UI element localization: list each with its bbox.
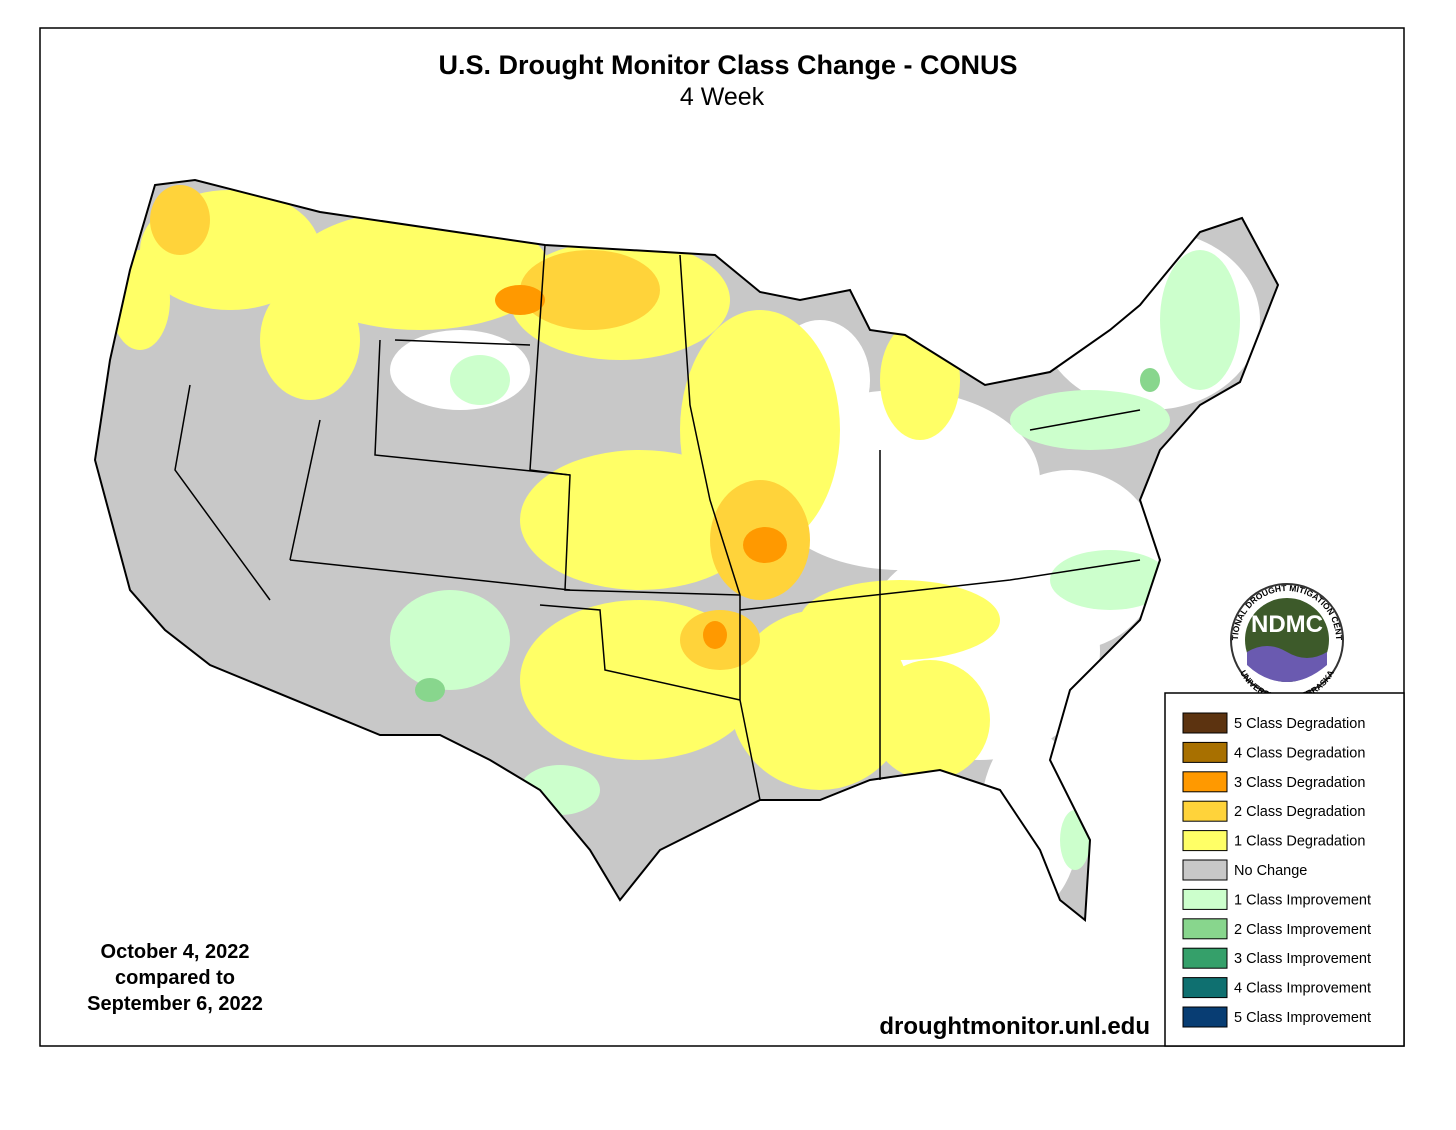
improvement-2-areas: [415, 368, 1160, 702]
legend-swatch: [1182, 771, 1228, 793]
legend-swatch: [1182, 1006, 1228, 1028]
legend-swatch: [1182, 830, 1228, 852]
legend: 5 Class Degradation 4 Class Degradation 3 …: [1182, 712, 1371, 1028]
logo-abbr: NDMC: [1251, 611, 1323, 638]
logo-water: [1247, 646, 1327, 682]
legend-label: No Change: [1234, 863, 1307, 879]
date-line: compared to: [115, 967, 235, 989]
improvement-1-areas: [390, 250, 1240, 870]
legend-swatch: [1182, 947, 1228, 969]
legend-label: 1 Class Degradation: [1234, 834, 1365, 850]
legend-swatch: [1182, 977, 1228, 999]
degradation-3-areas: [495, 285, 787, 649]
legend-swatch: [1182, 918, 1228, 940]
title: U.S. Drought Monitor Class Change - CONU…: [438, 50, 1017, 80]
subtitle: 4 Week: [680, 83, 765, 111]
legend-swatch: [1182, 712, 1228, 734]
legend-swatch: [1182, 741, 1228, 763]
legend-label: 3 Class Degradation: [1234, 775, 1365, 791]
legend-label: 3 Class Improvement: [1234, 951, 1371, 967]
legend-label: 5 Class Improvement: [1234, 1010, 1371, 1026]
legend-label: 4 Class Degradation: [1234, 745, 1365, 761]
date-line: October 4, 2022: [101, 941, 250, 963]
legend-label: 2 Class Degradation: [1234, 804, 1365, 820]
legend-label: 5 Class Degradation: [1234, 716, 1365, 732]
state-lines: [174, 244, 1141, 801]
legend-swatch: [1182, 859, 1228, 881]
legend-swatch: [1182, 888, 1228, 910]
date-note: October 4, 2022 compared to September 6,…: [87, 941, 263, 1015]
legend-label: 2 Class Improvement: [1234, 922, 1371, 938]
legend-label: 4 Class Improvement: [1234, 981, 1371, 997]
source-url: droughtmonitor.unl.edu: [879, 1013, 1150, 1040]
date-line: September 6, 2022: [87, 993, 263, 1015]
legend-label: 1 Class Improvement: [1234, 892, 1371, 908]
legend-swatch: [1182, 800, 1228, 822]
